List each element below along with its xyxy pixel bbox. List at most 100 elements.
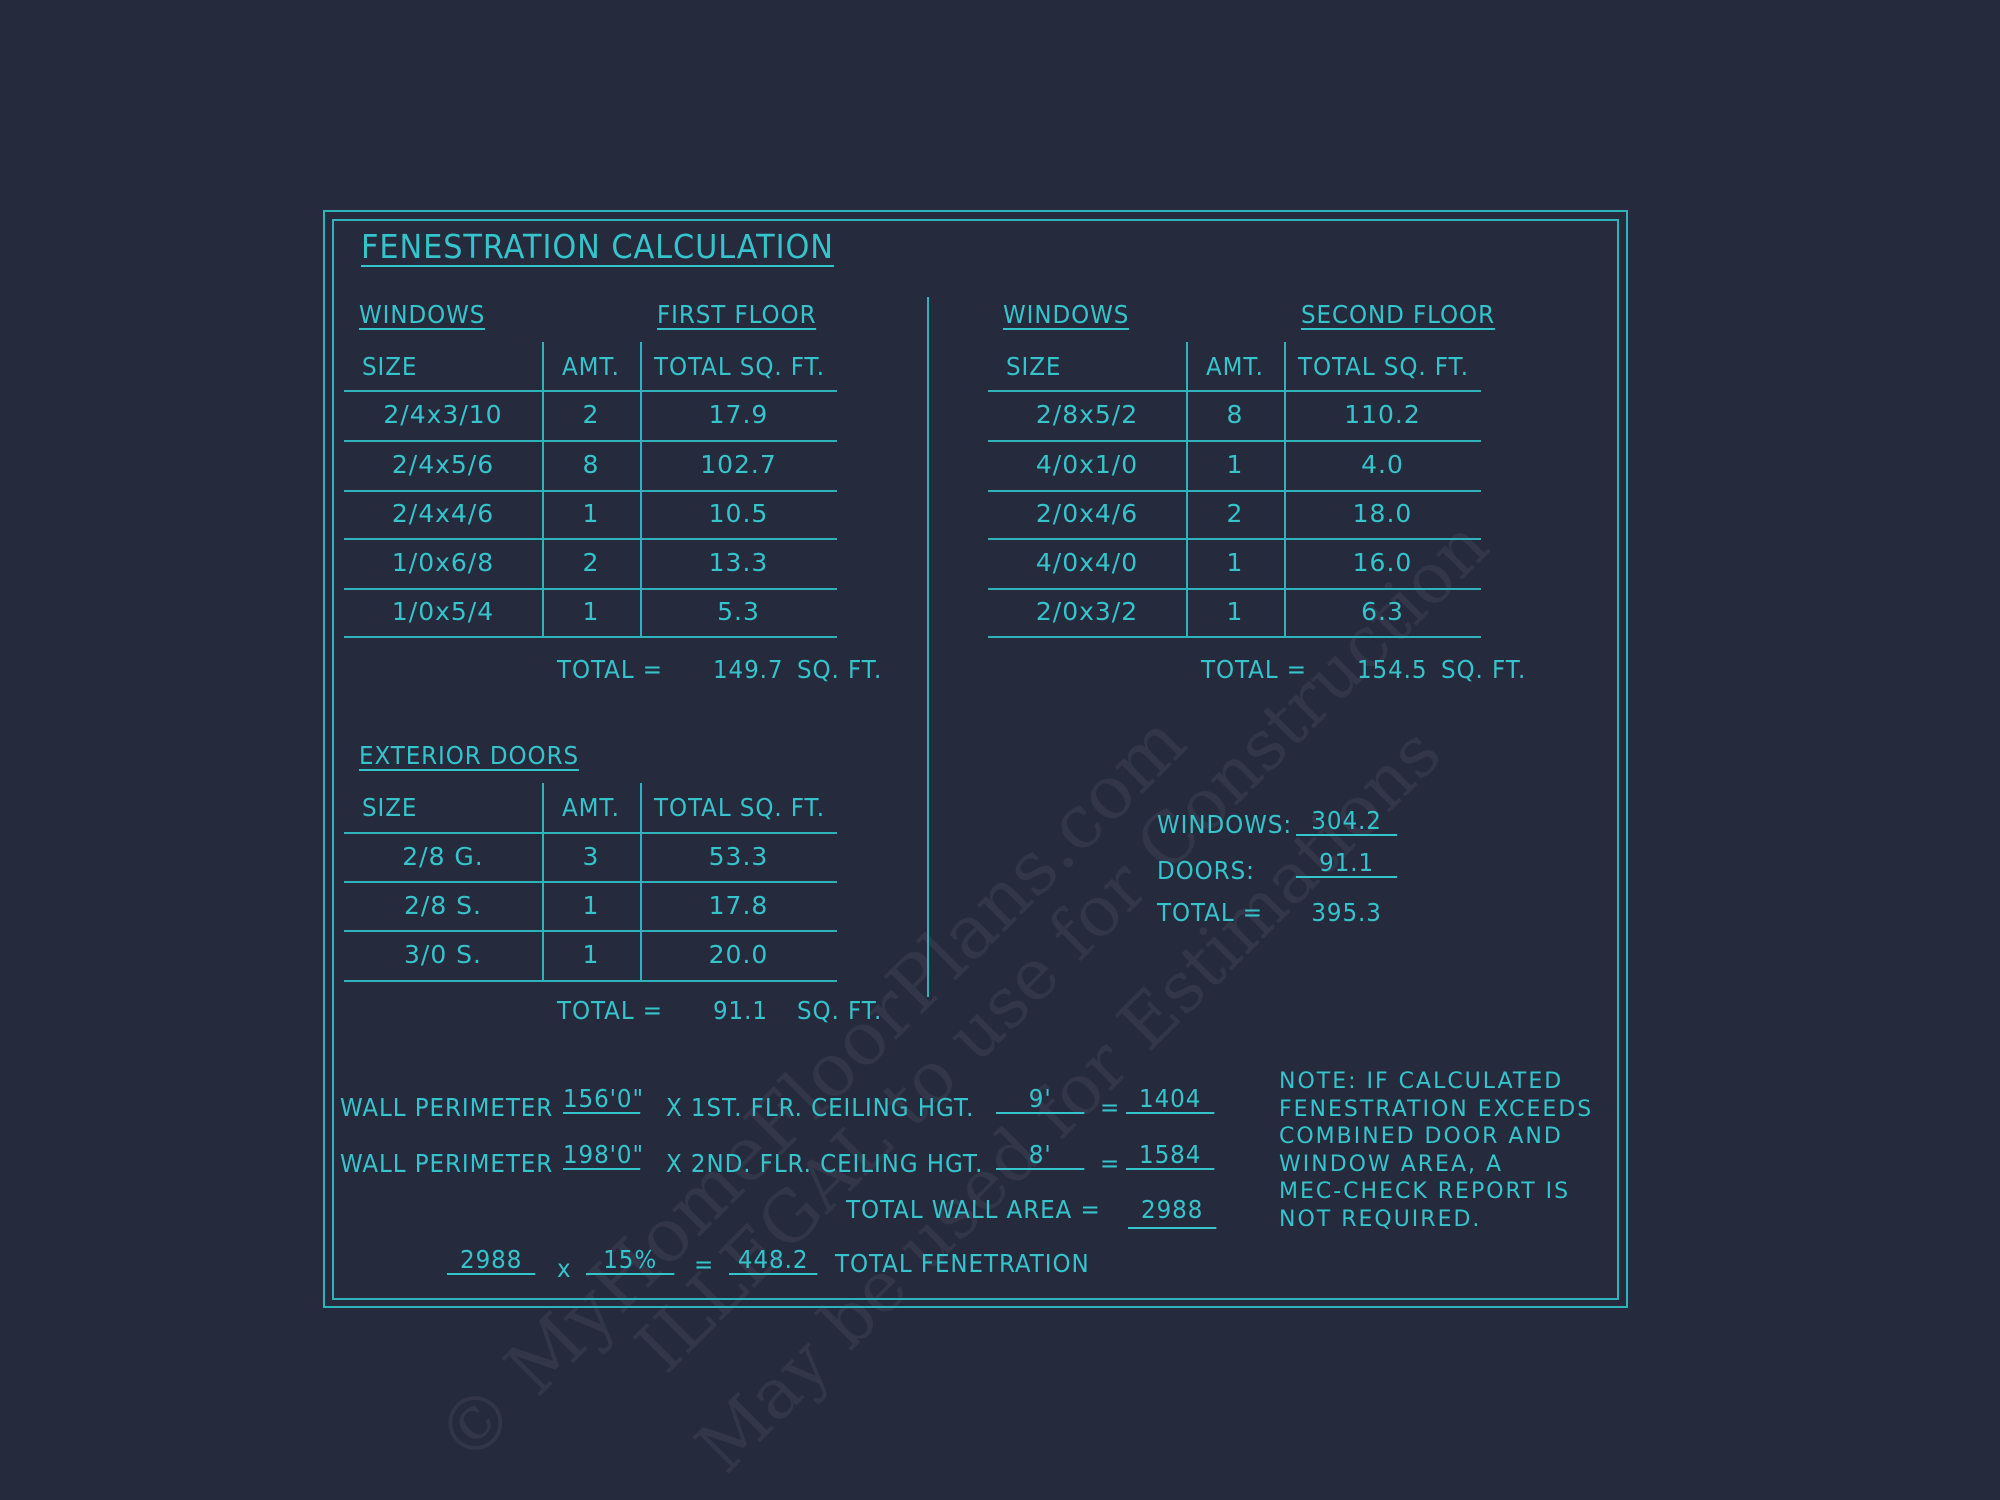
total-label: TOTAL = <box>557 655 663 684</box>
total-value: 154.5 <box>1357 655 1428 684</box>
wall2-multiplier: X 2ND. FLR. CEILING HGT. <box>666 1149 984 1178</box>
note-line: FENESTRATION EXCEEDS <box>1279 1096 1594 1122</box>
summary-doors-value: 91.1 <box>1296 849 1398 879</box>
wall2-label: WALL PERIMETER <box>340 1149 554 1178</box>
cell-sqft: 53.3 <box>708 841 769 871</box>
column-divider <box>1284 342 1286 636</box>
wall1-perimeter: 156'0" <box>563 1084 644 1115</box>
wall1-label: WALL PERIMETER <box>340 1093 554 1122</box>
wall2-equals: = <box>1100 1149 1121 1178</box>
summary-doors-label: DOORS: <box>1157 856 1255 885</box>
cell-size: 2/8 G. <box>402 841 484 871</box>
total-label: TOTAL = <box>557 996 663 1025</box>
cell-sqft: 5.3 <box>717 597 760 626</box>
cell-sqft: 17.9 <box>708 400 769 429</box>
exterior-doors-label: EXTERIOR DOORS <box>359 741 580 772</box>
cell-amt: 1 <box>1226 597 1244 626</box>
row-line <box>344 588 837 590</box>
wall2-height: 8' <box>996 1141 1085 1171</box>
row-line <box>988 390 1481 392</box>
cell-amt: 1 <box>582 940 600 969</box>
row-line <box>344 881 837 883</box>
summary-windows-value: 304.2 <box>1296 807 1398 837</box>
calc-label: TOTAL FENETRATION <box>835 1249 1090 1278</box>
row-line <box>988 538 1481 540</box>
header-total-sqft: TOTAL SQ. FT. <box>654 793 826 822</box>
header-size: SIZE <box>362 352 418 381</box>
inner-border <box>332 219 1619 1300</box>
total-unit: SQ. FT. <box>797 996 883 1025</box>
first-floor-label: FIRST FLOOR <box>657 300 817 331</box>
total-wall-area-value: 2988 <box>1128 1196 1217 1230</box>
header-amt: AMT. <box>562 793 620 822</box>
cell-sqft: 18.0 <box>1352 499 1413 528</box>
header-amt: AMT. <box>562 352 620 381</box>
note: NOTE: IF CALCULATED FENESTRATION EXCEEDS… <box>1279 1068 1593 1233</box>
second-floor-label: SECOND FLOOR <box>1301 300 1495 331</box>
cell-amt: 8 <box>582 450 600 479</box>
cell-size: 2/4x3/10 <box>383 400 503 429</box>
cell-size: 2/0x4/6 <box>1035 499 1139 528</box>
summary-windows-label: WINDOWS: <box>1157 810 1292 839</box>
row-line <box>344 930 837 932</box>
cell-size: 2/8x5/2 <box>1035 400 1139 429</box>
header-amt: AMT. <box>1206 352 1264 381</box>
cell-sqft: 6.3 <box>1361 597 1404 626</box>
cell-sqft: 4.0 <box>1361 450 1404 479</box>
wall1-area: 1404 <box>1126 1085 1215 1115</box>
header-size: SIZE <box>362 793 418 822</box>
note-line: WINDOW AREA, A <box>1279 1151 1504 1177</box>
second-floor-windows-label: WINDOWS <box>1003 300 1130 331</box>
row-line <box>344 636 837 638</box>
cell-size: 2/4x4/6 <box>391 499 495 528</box>
page-title: FENESTRATION CALCULATION <box>361 227 834 267</box>
wall1-equals: = <box>1100 1093 1121 1122</box>
wall2-area: 1584 <box>1126 1141 1215 1171</box>
cell-size: 2/8 S. <box>404 890 482 920</box>
summary-total-label: TOTAL = <box>1157 898 1263 927</box>
row-line <box>344 390 837 392</box>
row-line <box>988 490 1481 492</box>
cell-amt: 8 <box>1226 400 1244 429</box>
total-unit: SQ. FT. <box>797 655 883 684</box>
cell-sqft: 17.8 <box>708 890 769 920</box>
row-line <box>988 440 1481 442</box>
cell-size: 2/4x5/6 <box>391 450 495 479</box>
cell-size: 4/0x1/0 <box>1035 450 1139 479</box>
first-floor-windows-label: WINDOWS <box>359 300 486 331</box>
calc-percent: 15% <box>586 1246 675 1276</box>
note-line: NOT REQUIRED. <box>1279 1206 1482 1232</box>
note-line: COMBINED DOOR AND <box>1279 1124 1563 1149</box>
header-total-sqft: TOTAL SQ. FT. <box>654 352 826 381</box>
row-line <box>344 832 837 834</box>
column-divider <box>542 342 544 636</box>
cell-sqft: 10.5 <box>708 499 769 528</box>
cell-sqft: 110.2 <box>1344 400 1421 429</box>
total-value: 91.1 <box>713 996 768 1025</box>
total-label: TOTAL = <box>1201 655 1307 684</box>
cell-sqft: 102.7 <box>700 450 777 479</box>
cell-amt: 1 <box>1226 548 1244 577</box>
row-line <box>344 980 837 982</box>
calc-equals: = <box>694 1250 715 1279</box>
calc-times: x <box>557 1254 572 1283</box>
cell-amt: 2 <box>1226 499 1244 528</box>
cell-size: 1/0x5/4 <box>391 597 495 626</box>
summary-total-value: 395.3 <box>1311 898 1382 927</box>
center-divider <box>927 297 929 997</box>
row-line <box>988 636 1481 638</box>
outer-border <box>323 210 1628 1308</box>
total-value: 149.7 <box>713 655 784 684</box>
wall2-perimeter: 198'0" <box>563 1140 644 1171</box>
cell-size: 4/0x4/0 <box>1035 548 1139 577</box>
row-line <box>344 490 837 492</box>
cell-sqft: 13.3 <box>708 548 769 577</box>
cell-size: 2/0x3/2 <box>1035 597 1139 626</box>
row-line <box>988 588 1481 590</box>
note-line: MEC-CHECK REPORT IS <box>1279 1179 1571 1204</box>
cell-amt: 2 <box>582 548 600 577</box>
note-line: NOTE: IF CALCULATED <box>1279 1069 1564 1094</box>
row-line <box>344 440 837 442</box>
cell-amt: 1 <box>582 890 600 920</box>
cell-amt: 2 <box>582 400 600 429</box>
